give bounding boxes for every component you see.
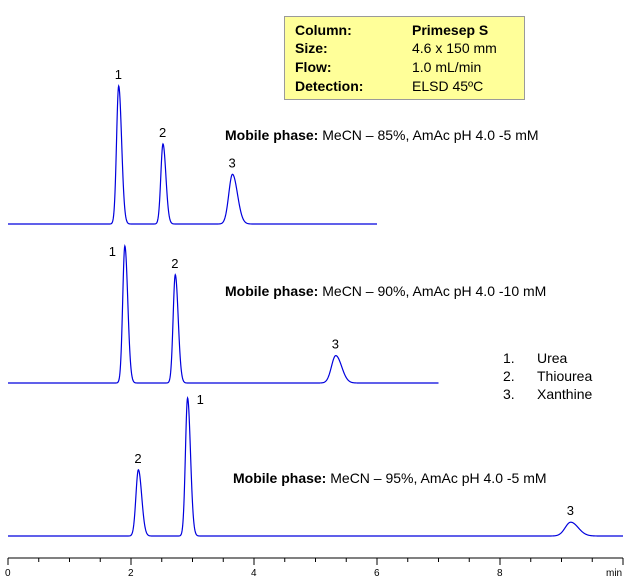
legend-number: 1. <box>503 350 515 366</box>
column-info-box: Column: Primesep S Size: 4.6 x 150 mm Fl… <box>284 16 525 100</box>
mobile-phase-label-2: Mobile phase: MeCN – 90%, AmAc pH 4.0 -1… <box>225 282 546 300</box>
legend-number: 3. <box>503 386 515 402</box>
info-key: Size: <box>295 40 328 56</box>
mobile-phase-label-1: Mobile phase: MeCN – 85%, AmAc pH 4.0 -5… <box>225 126 539 144</box>
peak-label: 2 <box>159 125 166 140</box>
legend-item: 1. Urea <box>503 349 613 367</box>
legend-name: Thiourea <box>537 368 593 384</box>
info-key: Flow: <box>295 59 332 75</box>
info-value: Primesep S <box>412 22 489 38</box>
chromatogram-trace-3 <box>8 395 623 537</box>
peak-label: 3 <box>229 155 236 170</box>
x-axis-label: min <box>606 568 622 579</box>
peak-label: 2 <box>134 451 141 466</box>
legend-name: Xanthine <box>537 386 593 402</box>
info-key: Column: <box>295 22 352 38</box>
mobile-phase-value: MeCN – 95%, AmAc pH 4.0 -5 mM <box>330 470 547 486</box>
mobile-phase-value: MeCN – 85%, AmAc pH 4.0 -5 mM <box>322 127 539 143</box>
chromatogram-trace-1 <box>8 83 377 225</box>
mobile-phase-title: Mobile phase: <box>233 470 327 486</box>
info-key: Detection: <box>295 78 364 94</box>
peak-label: 2 <box>171 256 178 271</box>
peak-label: 3 <box>567 503 574 518</box>
legend-name: Urea <box>537 350 568 366</box>
peak-label: 1 <box>197 392 204 407</box>
x-tick-label: 6 <box>374 568 380 579</box>
mobile-phase-label-3: Mobile phase: MeCN – 95%, AmAc pH 4.0 -5… <box>233 469 547 487</box>
legend-item: 3. Xanthine <box>503 385 613 403</box>
x-tick-label: 8 <box>497 568 503 579</box>
mobile-phase-title: Mobile phase: <box>225 283 319 299</box>
peak-label: 1 <box>109 244 116 259</box>
peak-label: 1 <box>115 67 122 82</box>
x-tick-label: 4 <box>251 568 257 579</box>
info-value: 1.0 mL/min <box>412 59 482 75</box>
peak-label: 3 <box>332 337 339 352</box>
info-value: ELSD 45ºC <box>412 78 484 94</box>
x-tick-label: 0 <box>5 568 11 579</box>
chromatogram-trace-2 <box>8 243 439 384</box>
mobile-phase-value: MeCN – 90%, AmAc pH 4.0 -10 mM <box>322 283 547 299</box>
x-tick-label: 2 <box>128 568 134 579</box>
legend-number: 2. <box>503 368 515 384</box>
mobile-phase-title: Mobile phase: <box>225 127 319 143</box>
compound-legend: 1. Urea 2. Thiourea 3. Xanthine <box>503 349 613 403</box>
legend-item: 2. Thiourea <box>503 367 613 385</box>
info-value: 4.6 x 150 mm <box>412 40 497 56</box>
